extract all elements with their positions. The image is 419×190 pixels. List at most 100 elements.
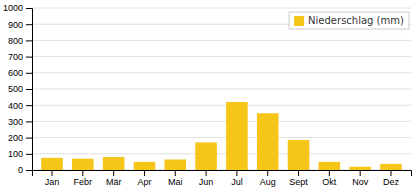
x-tick-label: Aug — [260, 177, 276, 187]
x-tick-mark — [113, 170, 114, 176]
y-tick-label: 500 — [8, 84, 23, 94]
y-tick-mark — [26, 89, 32, 90]
y-tick-mark — [26, 8, 32, 9]
x-tick-label: Okt — [322, 177, 337, 187]
grid-line — [32, 137, 411, 138]
grid-line — [32, 153, 411, 154]
x-tick: Sept — [289, 170, 308, 187]
x-axis-line — [33, 171, 412, 177]
y-tick: 900 — [8, 20, 32, 30]
x-tick-label: Mai — [168, 177, 183, 187]
x-tick-mark — [329, 170, 330, 176]
x-tick-label: Febr — [74, 177, 93, 187]
y-tick-mark — [26, 105, 32, 106]
y-axis: 0 100 200 300 400 500 600 700 800 900 1000 — [3, 3, 33, 175]
x-tick: Apr — [137, 170, 151, 187]
legend-swatch — [294, 16, 304, 26]
y-tick-label: 900 — [8, 20, 23, 30]
y-tick-label: 600 — [8, 68, 23, 78]
x-tick-mark — [236, 170, 237, 176]
y-tick: 300 — [8, 117, 32, 127]
x-tick-mark — [52, 170, 53, 176]
y-axis-line — [26, 9, 33, 171]
x-tick: Jan — [45, 170, 60, 187]
bar — [319, 162, 341, 170]
x-tick: Nov — [352, 170, 369, 187]
x-tick-mark — [298, 170, 299, 176]
y-tick-label: 700 — [8, 52, 23, 62]
x-tick: Febr — [74, 170, 93, 187]
y-tick-mark — [26, 40, 32, 41]
legend-box — [289, 12, 409, 29]
x-tick-mark — [390, 170, 391, 176]
x-tick: Aug — [260, 170, 276, 187]
y-tick: 400 — [8, 101, 32, 111]
y-tick: 1000 — [3, 3, 32, 13]
x-tick: Dez — [383, 170, 400, 187]
y-tick-label: 200 — [8, 133, 23, 143]
x-tick: Mär — [106, 170, 122, 187]
grid — [32, 8, 411, 170]
plot: 0 100 200 300 400 500 600 700 800 900 1000 Jan Febr M… — [3, 3, 412, 187]
x-axis: Jan Febr Mär Apr Mai Jun Jul Aug Sept Okt Nov Dez — [33, 170, 412, 187]
bar — [257, 113, 279, 170]
x-tick-label: Nov — [352, 177, 369, 187]
y-tick-mark — [26, 24, 32, 25]
y-tick: 0 — [18, 165, 32, 175]
bar — [164, 159, 186, 170]
grid-line — [32, 89, 411, 90]
x-tick-mark — [206, 170, 207, 176]
x-tick-label: Jun — [199, 177, 214, 187]
x-tick-label: Jul — [231, 177, 243, 187]
chart: 0 100 200 300 400 500 600 700 800 900 1000 Jan Febr M… — [0, 0, 419, 190]
x-tick-mark — [267, 170, 268, 176]
y-tick-label: 800 — [8, 36, 23, 46]
bar — [288, 140, 310, 170]
y-tick-label: 100 — [8, 149, 23, 159]
grid-line — [32, 56, 411, 57]
bar — [41, 158, 63, 170]
y-tick: 100 — [8, 149, 32, 159]
x-tick-mark — [144, 170, 145, 176]
bar — [349, 167, 371, 170]
y-tick: 700 — [8, 52, 32, 62]
y-tick-label: 0 — [18, 165, 23, 175]
x-tick-label: Mär — [106, 177, 122, 187]
y-tick-label: 300 — [8, 117, 23, 127]
x-tick-label: Sept — [289, 177, 308, 187]
bar — [72, 159, 94, 170]
legend-item: Niederschlag (mm) — [294, 15, 404, 26]
grid-line — [32, 8, 411, 9]
y-tick-label: 400 — [8, 101, 23, 111]
y-tick: 800 — [8, 36, 32, 46]
y-tick-mark — [26, 138, 32, 139]
bar — [195, 142, 217, 170]
x-tick-mark — [360, 170, 361, 176]
x-tick: Mai — [168, 170, 183, 187]
x-tick: Jun — [199, 170, 214, 187]
bar — [134, 162, 156, 170]
bar — [226, 102, 248, 170]
y-tick-mark — [26, 154, 32, 155]
bar — [380, 164, 402, 170]
bars — [41, 102, 402, 170]
y-tick-mark — [26, 57, 32, 58]
y-tick-mark — [26, 73, 32, 74]
x-tick-label: Dez — [383, 177, 400, 187]
bar — [103, 157, 125, 170]
x-tick: Okt — [322, 170, 337, 187]
legend: Niederschlag (mm) — [289, 12, 409, 29]
x-tick-mark — [175, 170, 176, 176]
grid-line — [32, 105, 411, 106]
y-tick: 500 — [8, 84, 32, 94]
grid-line — [32, 121, 411, 122]
grid-line — [32, 72, 411, 73]
legend-label: Niederschlag (mm) — [308, 15, 404, 26]
y-tick-mark — [26, 121, 32, 122]
x-tick: Jul — [231, 170, 243, 187]
x-tick-label: Jan — [45, 177, 60, 187]
y-tick-label: 1000 — [3, 3, 23, 13]
y-tick: 600 — [8, 68, 32, 78]
y-tick-mark — [26, 170, 32, 171]
grid-line — [32, 40, 411, 41]
